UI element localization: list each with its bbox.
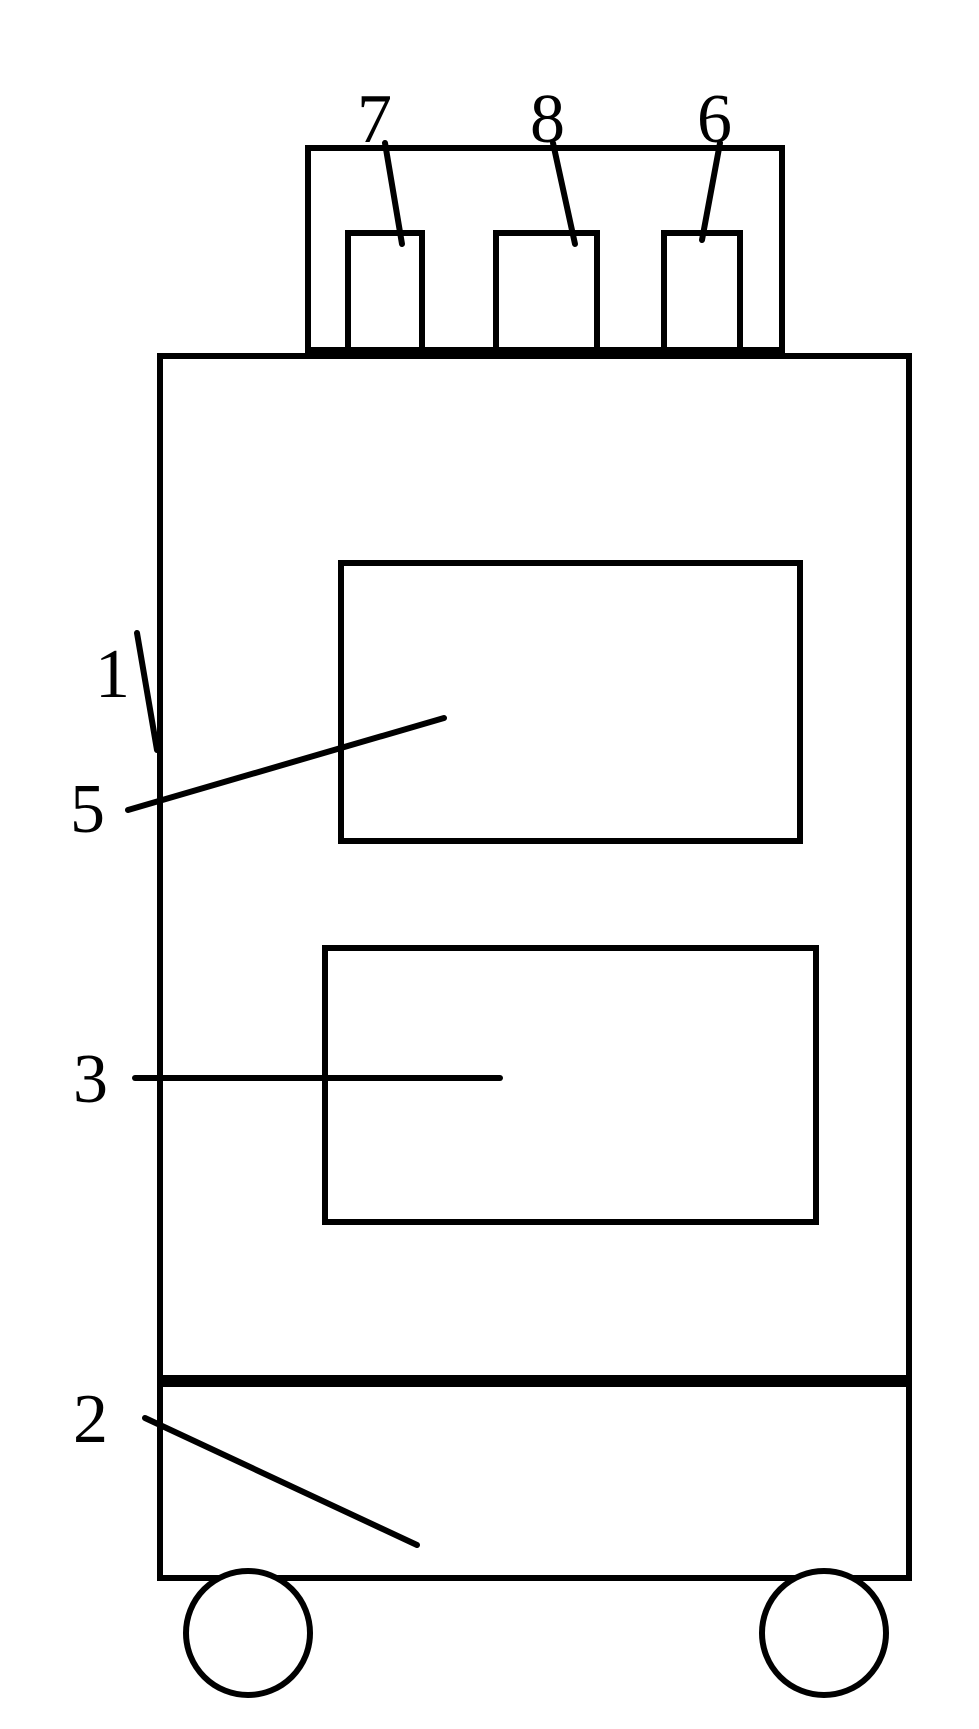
label-7: 7 [357,80,392,160]
leader-1 [137,633,157,750]
label-5: 5 [70,770,105,850]
label-3: 3 [73,1040,108,1120]
label-1: 1 [95,635,130,715]
label-6: 6 [697,80,732,160]
leader-lines [0,0,979,1729]
label-2: 2 [73,1380,108,1460]
leader-5 [128,718,444,810]
diagram-canvas: 1 2 3 5 6 7 8 [0,0,979,1729]
leader-2 [145,1418,417,1545]
label-8: 8 [530,80,565,160]
